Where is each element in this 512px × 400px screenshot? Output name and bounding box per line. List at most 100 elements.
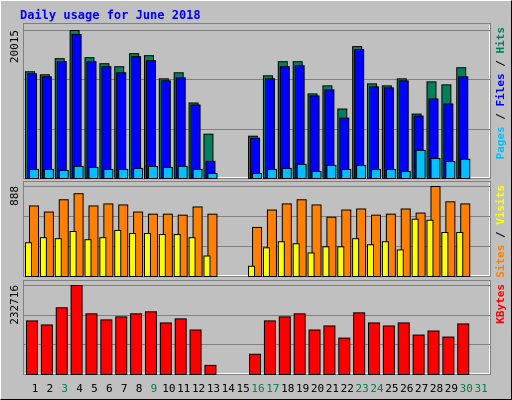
bar xyxy=(398,80,409,179)
bar xyxy=(412,334,425,376)
bar xyxy=(144,311,157,375)
x-tick-label: 10 xyxy=(162,382,175,395)
x-tick-label: 23 xyxy=(356,382,369,395)
bar xyxy=(56,61,67,179)
x-tick-label: 14 xyxy=(222,382,236,395)
bar xyxy=(279,66,290,179)
bar xyxy=(353,312,366,375)
bar xyxy=(204,364,217,375)
bar xyxy=(277,241,285,277)
bar xyxy=(147,165,158,180)
bar xyxy=(85,313,98,375)
legend-entry: Hits xyxy=(494,27,507,54)
bar xyxy=(41,76,52,179)
bar xyxy=(383,87,394,179)
bar xyxy=(252,172,263,179)
x-tick-label: 3 xyxy=(61,382,68,395)
bar xyxy=(58,199,69,277)
y-tick-label: 20015 xyxy=(8,30,21,63)
bar xyxy=(114,229,122,277)
legend-entry: Sites xyxy=(494,245,507,278)
bar xyxy=(129,233,137,277)
x-tick-label: 13 xyxy=(207,382,220,395)
bar xyxy=(397,322,410,375)
x-tick-label: 5 xyxy=(91,382,98,395)
legend-entry: Pages xyxy=(494,126,507,159)
bar xyxy=(158,234,166,278)
bar xyxy=(115,316,128,375)
bar xyxy=(411,218,419,277)
bar xyxy=(252,226,263,278)
bar xyxy=(338,337,351,376)
bar xyxy=(266,209,277,278)
bar xyxy=(368,322,381,375)
x-tick-label: 30 xyxy=(460,382,473,395)
bar xyxy=(442,336,455,375)
bar xyxy=(356,164,367,179)
legend: Pages / Files / Hits xyxy=(494,27,507,160)
y-tick-label: 232716 xyxy=(8,285,21,325)
legend-separator: / xyxy=(494,107,507,127)
bar xyxy=(311,204,322,278)
bar xyxy=(101,66,112,179)
bar xyxy=(381,241,389,277)
bar xyxy=(69,231,77,277)
bar xyxy=(159,322,172,375)
bar xyxy=(430,158,441,179)
bar xyxy=(160,80,171,179)
x-tick-label: 15 xyxy=(237,382,250,395)
bar xyxy=(71,33,82,180)
bar xyxy=(326,164,337,179)
bar xyxy=(296,163,307,179)
bar xyxy=(192,168,203,180)
x-tick-label: 27 xyxy=(415,382,428,395)
x-tick-label: 6 xyxy=(106,382,113,395)
bar xyxy=(248,265,256,278)
bar xyxy=(427,330,440,375)
bar xyxy=(250,137,261,179)
x-tick-label: 7 xyxy=(121,382,128,395)
bar xyxy=(369,86,380,179)
bar xyxy=(415,149,426,180)
bar xyxy=(445,160,456,179)
bar xyxy=(145,60,156,179)
bar xyxy=(100,319,113,375)
bar xyxy=(371,168,382,180)
x-tick-label: 31 xyxy=(474,382,487,395)
bar xyxy=(118,168,129,180)
bar xyxy=(116,72,127,179)
bar xyxy=(131,56,142,179)
x-tick-label: 19 xyxy=(296,382,309,395)
x-tick-label: 17 xyxy=(266,382,279,395)
bar xyxy=(188,237,196,277)
bar xyxy=(207,213,218,277)
bar xyxy=(27,73,37,179)
x-tick-label: 20 xyxy=(311,382,324,395)
bar xyxy=(39,237,47,277)
bar xyxy=(177,165,188,180)
x-tick-label: 18 xyxy=(281,382,294,395)
bar xyxy=(456,232,464,278)
bar xyxy=(173,234,181,278)
bar xyxy=(86,61,97,179)
x-tick-label: 2 xyxy=(47,382,54,395)
bar xyxy=(203,255,211,278)
chart-title: Daily usage for June 2018 xyxy=(20,8,201,22)
bar xyxy=(281,167,292,180)
x-tick-label: 24 xyxy=(370,382,384,395)
bar xyxy=(70,285,83,375)
bar xyxy=(40,324,53,375)
bar xyxy=(73,165,84,180)
bar xyxy=(457,323,470,376)
bar xyxy=(307,252,315,277)
bar xyxy=(88,166,99,180)
bar xyxy=(207,172,218,179)
x-tick-label: 26 xyxy=(400,382,413,395)
bar xyxy=(400,208,411,277)
bar xyxy=(441,232,449,278)
legend-separator: / xyxy=(494,225,507,245)
bar xyxy=(175,77,186,179)
bar xyxy=(308,329,321,375)
x-tick-label: 28 xyxy=(430,382,443,395)
bar xyxy=(26,320,38,375)
